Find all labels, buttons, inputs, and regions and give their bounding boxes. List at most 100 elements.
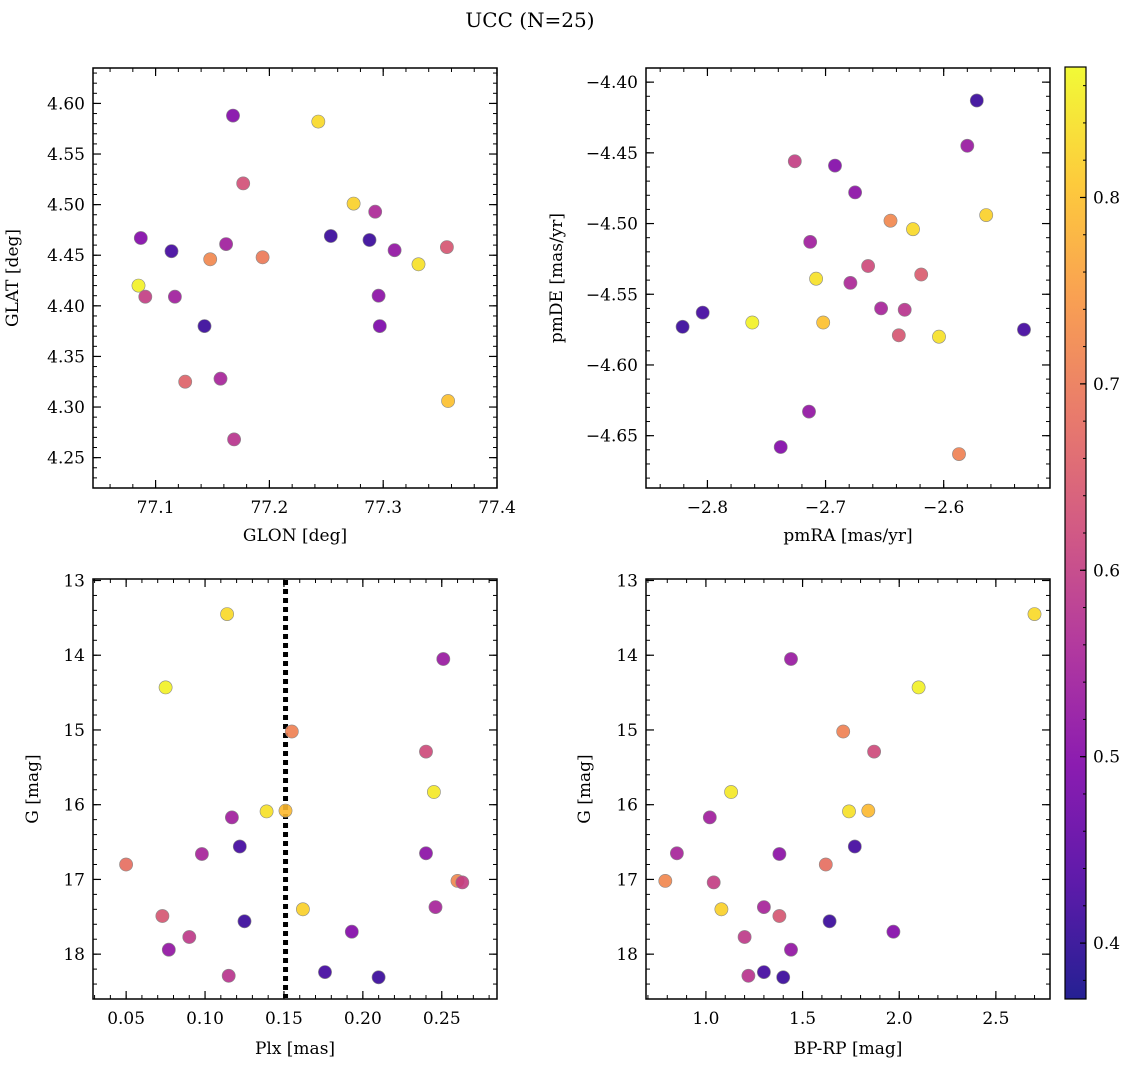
data-point <box>161 942 176 957</box>
panel-plx-g: 0.05 0.10 0.15 0.20 0.25 13 14 15 16 17 18 Plx [mas… <box>23 571 498 1059</box>
data-point <box>891 328 906 343</box>
data-point <box>847 839 862 854</box>
data-point <box>969 93 984 108</box>
data-point <box>119 857 133 872</box>
data-point <box>131 278 146 293</box>
data-point <box>883 213 898 228</box>
data-point <box>867 744 881 759</box>
x-tick-label: 77.3 <box>364 498 402 518</box>
data-point <box>138 289 153 304</box>
y-tick-label: 14 <box>616 646 638 666</box>
data-point <box>886 924 901 939</box>
y-tick-label: 17 <box>63 870 85 890</box>
data-point <box>773 440 788 454</box>
x-tick-label: −2.8 <box>687 498 728 518</box>
y-tick-label: 13 <box>616 571 638 591</box>
data-point <box>419 744 433 759</box>
data-point <box>828 158 842 173</box>
y-tick-label: −4.50 <box>586 215 638 235</box>
scatter-points <box>658 607 1042 985</box>
data-point <box>714 902 729 917</box>
x-tick-label: 2.5 <box>982 1009 1009 1029</box>
data-point <box>861 259 875 273</box>
colorbar-ticks: 0.4 0.5 0.6 0.7 0.8 <box>1080 85 1120 981</box>
scatter-points <box>119 607 470 985</box>
x-tick-label: −2.6 <box>923 498 964 518</box>
data-point <box>848 185 862 200</box>
y-tick-label: 18 <box>63 945 85 965</box>
data-point <box>822 914 837 929</box>
data-point <box>232 839 247 854</box>
data-point <box>323 229 338 243</box>
data-point <box>670 846 684 861</box>
x-axis-label: BP-RP [mag] <box>794 1039 903 1059</box>
data-point <box>706 875 721 890</box>
data-point <box>178 374 193 389</box>
axes-frame <box>645 578 1051 1000</box>
data-point <box>278 803 293 818</box>
y-tick-label: 4.45 <box>47 246 85 266</box>
y-tick-label: 16 <box>63 796 85 816</box>
panel-bprp-g: 1.0 1.5 2.0 2.5 13 14 15 16 17 18 BP-RP [mag] G [ma… <box>575 571 1051 1059</box>
data-point <box>372 319 387 333</box>
data-point <box>960 138 975 153</box>
figure-suptitle: UCC (N=25) <box>465 8 594 32</box>
data-point <box>220 607 234 621</box>
data-point <box>741 968 756 983</box>
data-point <box>737 930 752 944</box>
data-point <box>387 243 402 258</box>
panel-glon-glat: 77.1 77.2 77.3 77.4 4.25 4.30 4.35 4.40 4.45 4.50… <box>3 67 516 546</box>
panel-pmra-pmde: −2.8 −2.7 −2.6 −4.65 −4.60 −4.55 −4.50 −4.45 −4.… <box>547 67 1051 546</box>
data-point <box>874 301 888 316</box>
y-tick-label: 15 <box>63 721 85 741</box>
data-point <box>911 680 926 695</box>
data-point <box>259 804 274 819</box>
data-point <box>843 275 858 290</box>
data-point <box>371 970 386 985</box>
y-tick-label: 4.25 <box>47 449 85 469</box>
data-point <box>237 914 252 929</box>
data-point <box>906 222 920 237</box>
scatter-points <box>131 108 455 447</box>
data-point <box>255 250 270 265</box>
data-point <box>1017 322 1031 337</box>
x-tick-label: 1.5 <box>789 1009 816 1029</box>
data-point <box>368 204 383 219</box>
x-tick-label: 0.10 <box>186 1009 224 1029</box>
data-point <box>224 810 239 825</box>
data-point <box>724 785 738 799</box>
data-point <box>182 930 197 944</box>
data-point <box>236 176 251 191</box>
data-point <box>757 900 771 914</box>
y-tick-label: −4.65 <box>586 427 638 447</box>
x-tick-label: −2.7 <box>805 498 846 518</box>
data-point <box>784 652 798 666</box>
axes-frame <box>92 578 498 1000</box>
data-point <box>227 432 241 447</box>
data-point <box>809 271 823 286</box>
y-tick-label: 13 <box>63 571 85 591</box>
data-point <box>203 252 218 267</box>
colorbar: 0.4 0.5 0.6 0.7 0.8 <box>1064 66 1120 1000</box>
data-point <box>155 909 170 923</box>
x-tick-label: 0.05 <box>107 1009 145 1029</box>
data-point <box>284 724 299 739</box>
data-point <box>914 267 929 282</box>
x-tick-label: 77.2 <box>250 498 288 518</box>
y-tick-label: 4.30 <box>47 398 85 418</box>
data-point <box>772 847 787 861</box>
y-tick-label: −4.55 <box>586 285 638 305</box>
minor-ticks <box>646 579 1050 1000</box>
data-point <box>295 902 310 917</box>
data-point <box>411 257 426 272</box>
colorbar-tick-label: 0.4 <box>1093 934 1120 954</box>
data-point <box>346 196 361 211</box>
scatter-points <box>675 93 1031 461</box>
data-point <box>675 319 690 334</box>
data-point <box>133 231 148 245</box>
data-point <box>842 804 856 819</box>
y-tick-label: 4.55 <box>47 145 85 165</box>
x-tick-label: 1.0 <box>692 1009 719 1029</box>
data-point <box>419 846 433 861</box>
data-point <box>772 909 787 923</box>
